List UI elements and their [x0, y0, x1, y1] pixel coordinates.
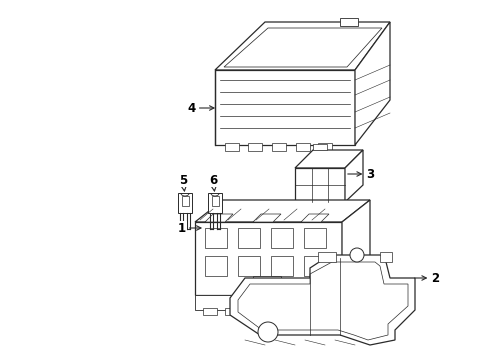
Polygon shape [252, 214, 281, 222]
Polygon shape [301, 214, 328, 222]
Bar [268, 308, 283, 315]
Polygon shape [294, 168, 345, 202]
Bar [247, 143, 262, 151]
Polygon shape [204, 214, 232, 222]
Bar [203, 308, 217, 315]
Bar [178, 193, 192, 213]
Bar [304, 228, 325, 248]
Bar [379, 252, 391, 262]
Text: 1: 1 [178, 221, 201, 234]
Circle shape [258, 322, 278, 342]
Bar [204, 256, 226, 276]
Polygon shape [195, 222, 341, 295]
Bar [312, 144, 326, 150]
Circle shape [349, 248, 363, 262]
Text: 5: 5 [179, 174, 187, 191]
Polygon shape [215, 70, 354, 145]
Bar [271, 143, 285, 151]
Bar [246, 308, 261, 315]
Bar [238, 228, 260, 248]
Polygon shape [229, 255, 414, 345]
Bar [299, 200, 307, 206]
Text: 6: 6 [208, 174, 217, 191]
Bar [295, 143, 309, 151]
Bar [181, 196, 188, 206]
Bar [224, 308, 239, 315]
Polygon shape [195, 200, 369, 222]
Bar [316, 200, 325, 206]
Bar [252, 276, 281, 296]
Polygon shape [354, 22, 389, 145]
Bar [207, 193, 222, 213]
Bar [317, 252, 335, 262]
Bar [317, 143, 331, 151]
Polygon shape [341, 200, 369, 295]
Bar [270, 256, 292, 276]
Bar [224, 143, 239, 151]
Polygon shape [224, 28, 381, 67]
Bar [211, 196, 218, 206]
Bar [304, 256, 325, 276]
Polygon shape [294, 150, 362, 168]
Polygon shape [195, 295, 341, 310]
Text: 3: 3 [347, 167, 373, 180]
Text: 4: 4 [187, 102, 214, 114]
Polygon shape [345, 150, 362, 202]
Bar [238, 256, 260, 276]
Bar [290, 308, 305, 315]
Bar [312, 308, 326, 315]
Polygon shape [215, 22, 389, 70]
Bar [204, 228, 226, 248]
Bar [332, 200, 340, 206]
Text: 2: 2 [414, 271, 438, 284]
Bar [339, 18, 357, 26]
Bar [270, 228, 292, 248]
